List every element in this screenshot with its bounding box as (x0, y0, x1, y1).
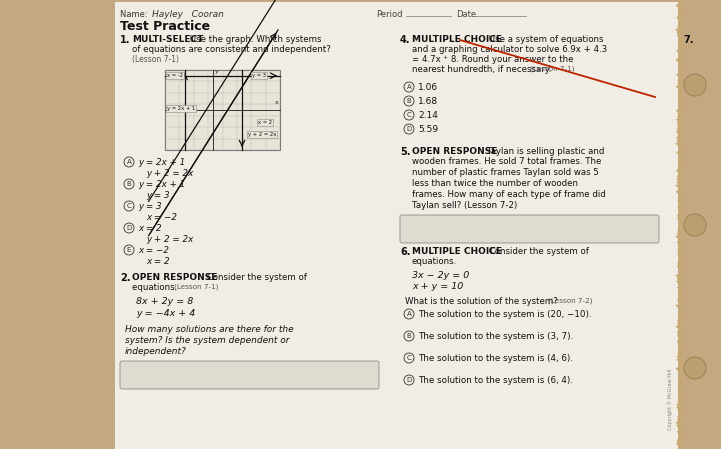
Text: x = −2: x = −2 (138, 246, 169, 255)
Text: B: B (407, 333, 412, 339)
Text: x: x (275, 100, 279, 105)
Text: Taylan sell? (Lesson 7-2): Taylan sell? (Lesson 7-2) (412, 201, 517, 210)
Text: independent?: independent? (125, 347, 187, 356)
Text: y: y (216, 69, 219, 74)
Text: C: C (407, 112, 412, 118)
Text: frames. How many of each type of frame did: frames. How many of each type of frame d… (412, 190, 606, 199)
Text: MULTI-SELECT: MULTI-SELECT (132, 35, 203, 44)
Text: y = 3: y = 3 (138, 202, 162, 211)
Text: nearest hundredth, if necessary.: nearest hundredth, if necessary. (412, 65, 554, 74)
Text: The solution to the system is (6, 4).: The solution to the system is (6, 4). (418, 376, 573, 385)
Text: y = 2x + 1: y = 2x + 1 (167, 106, 195, 111)
Text: B: B (127, 181, 131, 187)
Text: less than twice the number of wooden: less than twice the number of wooden (412, 179, 578, 188)
Text: x = 2: x = 2 (146, 257, 169, 266)
Text: x = -2: x = -2 (167, 73, 183, 78)
Text: 1.68: 1.68 (418, 97, 438, 106)
Text: MULTIPLE CHOICE: MULTIPLE CHOICE (412, 247, 502, 256)
Text: C: C (407, 355, 412, 361)
Text: The solution to the system is (3, 7).: The solution to the system is (3, 7). (418, 332, 573, 341)
Text: E: E (127, 247, 131, 253)
FancyBboxPatch shape (120, 361, 379, 389)
Text: y = 2x + 1: y = 2x + 1 (138, 158, 185, 167)
Text: 4.: 4. (400, 35, 410, 45)
Text: 3x − 2y = 0: 3x − 2y = 0 (412, 271, 469, 280)
Text: What is the solution of the system?: What is the solution of the system? (405, 297, 560, 306)
Text: D: D (126, 225, 132, 231)
Text: 2.14: 2.14 (418, 111, 438, 120)
Text: C: C (127, 203, 131, 209)
Bar (165, 70, 280, 150)
Text: Date: Date (456, 10, 476, 19)
Text: 1.06: 1.06 (418, 83, 438, 92)
Text: Taylan is selling plastic and: Taylan is selling plastic and (484, 147, 604, 156)
Text: (Lesson 7-1): (Lesson 7-1) (132, 55, 179, 64)
Text: 7.: 7. (683, 35, 694, 45)
Text: Period: Period (376, 10, 402, 19)
Text: x + y = 10: x + y = 10 (412, 282, 464, 291)
Text: y = 3: y = 3 (146, 191, 169, 200)
Bar (115, 2, 678, 449)
Text: Name:: Name: (120, 10, 150, 19)
Text: wooden frames. He sold 7 total frames. The: wooden frames. He sold 7 total frames. T… (412, 157, 601, 166)
Circle shape (684, 357, 706, 379)
Text: 5.: 5. (400, 147, 410, 157)
Text: and a graphing calculator to solve 6.9x + 4.3: and a graphing calculator to solve 6.9x … (412, 45, 607, 54)
Text: y + 2 = 2x: y + 2 = 2x (146, 169, 193, 178)
Text: OPEN RESPONSE: OPEN RESPONSE (412, 147, 497, 156)
Text: number of plastic frames Taylan sold was 5: number of plastic frames Taylan sold was… (412, 168, 599, 177)
Text: y = −4x + 4: y = −4x + 4 (136, 309, 195, 318)
Text: y = 3: y = 3 (252, 73, 266, 78)
Text: 6.: 6. (400, 247, 410, 257)
Text: system? Is the system dependent or: system? Is the system dependent or (125, 336, 290, 345)
Text: Use a system of equations: Use a system of equations (486, 35, 603, 44)
Text: The solution to the system is (4, 6).: The solution to the system is (4, 6). (418, 354, 573, 363)
Text: A: A (407, 84, 412, 90)
Text: of equations are consistent and independent?: of equations are consistent and independ… (132, 45, 331, 54)
Text: Consider the system of: Consider the system of (204, 273, 307, 282)
Text: Use the graph. Which systems: Use the graph. Which systems (187, 35, 322, 44)
Text: (Lesson 7-2): (Lesson 7-2) (548, 297, 593, 304)
Text: Hayley   Cooran: Hayley Cooran (152, 10, 224, 19)
Text: x = 2: x = 2 (138, 224, 162, 233)
Text: x = 2: x = 2 (258, 120, 272, 125)
Text: equations.: equations. (132, 283, 180, 292)
Text: y + 2 = 2x: y + 2 = 2x (146, 235, 193, 244)
Text: How many solutions are there for the: How many solutions are there for the (125, 325, 293, 334)
Text: OPEN RESPONSE: OPEN RESPONSE (132, 273, 217, 282)
Text: 8x + 2y = 8: 8x + 2y = 8 (136, 297, 193, 306)
Circle shape (684, 214, 706, 236)
Text: The solution to the system is (20, −10).: The solution to the system is (20, −10). (418, 310, 592, 319)
Text: y + 2 = 2x: y + 2 = 2x (248, 132, 276, 137)
Circle shape (684, 74, 706, 96)
Text: = 4.7x ⁺ 8. Round your answer to the: = 4.7x ⁺ 8. Round your answer to the (412, 55, 573, 64)
Text: Test Practice: Test Practice (120, 20, 210, 33)
Text: y = 2x + 1: y = 2x + 1 (138, 180, 185, 189)
Text: D: D (407, 377, 412, 383)
Text: Consider the system of: Consider the system of (486, 247, 589, 256)
Text: A: A (407, 311, 412, 317)
Text: 5.59: 5.59 (418, 125, 438, 134)
Text: MULTIPLE CHOICE: MULTIPLE CHOICE (412, 35, 502, 44)
Text: equations.: equations. (412, 257, 457, 266)
Text: D: D (407, 126, 412, 132)
Text: B: B (407, 98, 412, 104)
FancyBboxPatch shape (400, 215, 659, 243)
Text: x = −2: x = −2 (146, 213, 177, 222)
Text: (Lesson 7-1): (Lesson 7-1) (530, 65, 575, 71)
Text: 2.: 2. (120, 273, 131, 283)
Text: (Lesson 7-1): (Lesson 7-1) (174, 283, 218, 290)
Text: Copyright © McGraw-Hill: Copyright © McGraw-Hill (668, 369, 673, 430)
Text: 1.: 1. (120, 35, 131, 45)
Text: A: A (127, 159, 131, 165)
